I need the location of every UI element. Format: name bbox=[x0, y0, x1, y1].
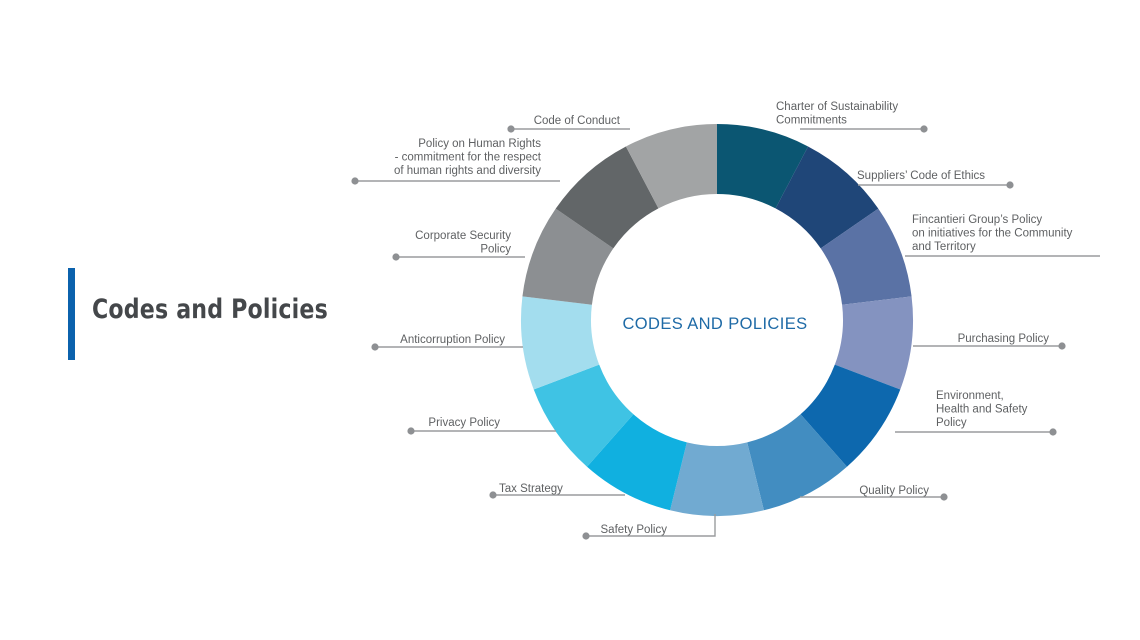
label-corporate-security-policy: Corporate Security Policy bbox=[415, 230, 511, 256]
label-line: Safety Policy bbox=[601, 524, 668, 536]
label-line: Fincantieri Group’s Policy bbox=[912, 214, 1042, 226]
label-line: Commitments bbox=[776, 115, 847, 127]
label-anticorruption-policy: Anticorruption Policy bbox=[400, 334, 505, 346]
segment-purchasing-policy bbox=[834, 296, 913, 390]
leader-dot-anticorruption-policy bbox=[371, 343, 379, 351]
title-accent-bar bbox=[68, 268, 75, 360]
label-line: on initiatives for the Community bbox=[912, 228, 1073, 240]
label-policy-on-human-rights-commitment-for-the-respect-of-human-rights-and-diversity: Policy on Human Rights - commitment for t… bbox=[394, 138, 542, 177]
label-environment-health-and-safety-policy: Environment, Health and Safety Policy bbox=[936, 390, 1028, 429]
leader-lines bbox=[351, 125, 1100, 540]
segment-tax-strategy bbox=[587, 414, 687, 511]
label-quality-policy: Quality Policy bbox=[859, 485, 929, 497]
leader-dot-tax-strategy bbox=[489, 491, 497, 499]
segment-labels: Charter of Sustainability Commitments Supp… bbox=[394, 101, 1073, 536]
label-line: Policy bbox=[936, 417, 967, 429]
center-label: CODES AND POLICIES bbox=[622, 315, 807, 333]
leader-dot-quality-policy bbox=[940, 493, 948, 501]
label-charter-of-sustainability-commitments: Charter of Sustainability Commitments bbox=[776, 101, 898, 127]
label-line: - commitment for the respect bbox=[395, 152, 542, 164]
label-fincantieri-group-s-policy-on-initiatives-for-the-community-and-territory: Fincantieri Group’s Policy on initiatives… bbox=[912, 214, 1073, 253]
label-suppliers-code-of-ethics: Suppliers’ Code of Ethics bbox=[857, 170, 985, 182]
segment-policy-on-human-rights-commitment-for-the-respect-of-human-rights-and-diversity bbox=[555, 146, 659, 249]
label-line: Charter of Sustainability bbox=[776, 101, 898, 113]
segment-corporate-security-policy bbox=[522, 208, 614, 305]
page-title: Codes and Policies bbox=[92, 294, 328, 325]
leader-dot-environment-health-and-safety-policy bbox=[1049, 428, 1057, 436]
label-line: of human rights and diversity bbox=[394, 165, 541, 177]
label-line: Policy on Human Rights bbox=[418, 138, 541, 150]
label-line: Suppliers’ Code of Ethics bbox=[857, 170, 985, 182]
segment-safety-policy bbox=[670, 442, 764, 516]
segment-quality-policy bbox=[747, 414, 847, 511]
label-privacy-policy: Privacy Policy bbox=[428, 417, 500, 429]
label-line: Tax Strategy bbox=[499, 483, 563, 495]
ring bbox=[521, 124, 913, 516]
leader-dot-safety-policy bbox=[582, 532, 590, 540]
label-safety-policy: Safety Policy bbox=[601, 524, 668, 536]
label-line: Code of Conduct bbox=[534, 115, 621, 127]
label-purchasing-policy: Purchasing Policy bbox=[958, 333, 1050, 345]
leader-dot-policy-on-human-rights-commitment-for-the-respect-of-human-rights-and-diversity bbox=[351, 177, 359, 185]
leader-dot-privacy-policy bbox=[407, 427, 415, 435]
leader-dot-charter-of-sustainability-commitments bbox=[920, 125, 928, 133]
segment-fincantieri-group-s-policy-on-initiatives-for-the-community-and-territory bbox=[820, 208, 912, 305]
leader-dot-code-of-conduct bbox=[507, 125, 515, 133]
label-line: Purchasing Policy bbox=[958, 333, 1050, 345]
label-line: and Territory bbox=[912, 241, 976, 253]
leader-dot-purchasing-policy bbox=[1058, 342, 1066, 350]
leader-dot-corporate-security-policy bbox=[392, 253, 400, 261]
label-line: Environment, bbox=[936, 390, 1004, 402]
segment-environment-health-and-safety-policy bbox=[800, 364, 901, 467]
leader-line-safety-policy bbox=[586, 514, 716, 537]
label-line: Health and Safety bbox=[936, 404, 1028, 416]
label-line: Corporate Security bbox=[415, 230, 511, 242]
segment-privacy-policy bbox=[533, 364, 634, 467]
segment-code-of-conduct bbox=[625, 124, 717, 209]
segment-suppliers-code-of-ethics bbox=[775, 146, 879, 249]
segment-charter-of-sustainability-commitments bbox=[717, 124, 809, 209]
label-line: Anticorruption Policy bbox=[400, 334, 505, 346]
label-tax-strategy: Tax Strategy bbox=[499, 483, 563, 495]
leader-dot-suppliers-code-of-ethics bbox=[1006, 181, 1014, 189]
segment-anticorruption-policy bbox=[521, 296, 600, 390]
label-line: Privacy Policy bbox=[428, 417, 500, 429]
label-line: Quality Policy bbox=[859, 485, 929, 497]
label-line: Policy bbox=[480, 244, 511, 256]
label-code-of-conduct: Code of Conduct bbox=[534, 115, 621, 127]
